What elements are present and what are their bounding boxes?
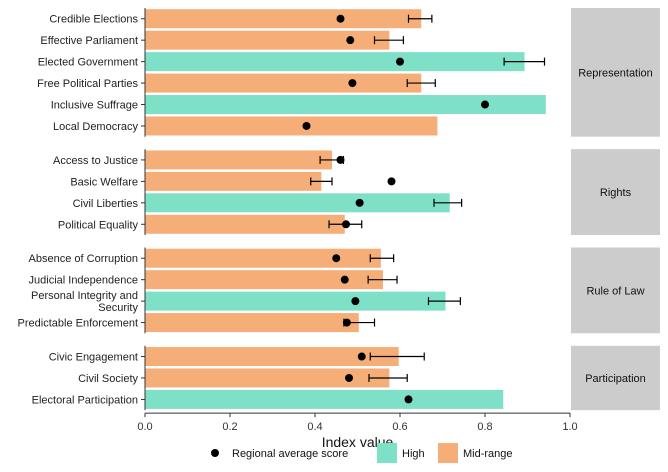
category-label-predictable-enforcement: Predictable Enforcement xyxy=(18,318,138,330)
category-label-civil-society: Civil Society xyxy=(78,373,138,385)
category-label-civil-liberties: Civil Liberties xyxy=(73,198,139,210)
category-label-local-democracy: Local Democracy xyxy=(53,121,138,133)
avg-point-effective-parliament xyxy=(346,36,355,45)
avg-point-civil-liberties xyxy=(355,198,364,207)
bar-predictable-enforcement xyxy=(145,313,359,333)
legend-label-mid-range: Mid-range xyxy=(463,448,513,460)
avg-point-political-equality xyxy=(342,220,351,229)
legend-label-high: High xyxy=(402,448,425,460)
facet-label-representation: Representation xyxy=(578,67,653,79)
avg-point-inclusive-suffrage xyxy=(481,100,489,109)
avg-point-personal-integrity-and-security xyxy=(351,297,360,306)
avg-point-civil-society xyxy=(345,373,353,382)
bar-local-democracy xyxy=(145,116,438,136)
bar-free-political-parties xyxy=(145,73,422,93)
category-label-personal-integrity-and-security: Personal Integrity and Security xyxy=(31,290,139,314)
category-label-access-to-justice: Access to Justice xyxy=(53,155,138,167)
category-label-electoral-participation: Electoral Participation xyxy=(32,394,138,406)
facet-strip-representation xyxy=(571,8,660,137)
x-tick-label-1: 0.2 xyxy=(222,421,237,433)
x-axis-title: Index value xyxy=(322,434,394,450)
bar-basic-welfare xyxy=(145,171,322,191)
bar-civil-liberties xyxy=(145,193,450,213)
bar-effective-parliament xyxy=(145,30,390,50)
x-tick-label-5: 1.0 xyxy=(562,421,577,433)
x-tick-label-3: 0.6 xyxy=(392,421,407,433)
category-label-absence-of-corruption: Absence of Corruption xyxy=(29,253,138,265)
bar-absence-of-corruption xyxy=(145,248,381,268)
bar-inclusive-suffrage xyxy=(145,95,546,115)
avg-point-electoral-participation xyxy=(404,395,413,404)
avg-point-absence-of-corruption xyxy=(332,254,341,263)
bar-elected-government xyxy=(145,52,525,72)
category-label-elected-government: Elected Government xyxy=(38,57,138,69)
legend-dot-icon xyxy=(211,449,219,457)
category-label-credible-elections: Credible Elections xyxy=(49,14,138,26)
category-label-basic-welfare: Basic Welfare xyxy=(70,176,138,188)
legend-swatch-mid-range xyxy=(438,443,458,463)
avg-point-basic-welfare xyxy=(387,177,396,186)
x-tick-label-0: 0.0 xyxy=(137,421,152,433)
facet-strip-participation xyxy=(571,345,660,411)
avg-point-credible-elections xyxy=(336,14,345,23)
category-label-effective-parliament: Effective Parliament xyxy=(40,35,138,47)
facet-label-participation: Participation xyxy=(585,373,646,385)
bar-civil-society xyxy=(145,368,390,388)
legend-swatch-high xyxy=(377,443,397,463)
avg-point-predictable-enforcement xyxy=(342,318,351,327)
x-tick-label-4: 0.8 xyxy=(477,421,492,433)
avg-point-free-political-parties xyxy=(348,79,357,88)
facet-label-rights: Rights xyxy=(600,187,632,199)
bar-electoral-participation xyxy=(145,389,504,409)
category-label-judicial-independence: Judicial Independence xyxy=(29,275,138,287)
avg-point-elected-government xyxy=(396,57,404,66)
legend-label-dot: Regional average score xyxy=(232,448,348,460)
avg-point-local-democracy xyxy=(302,121,311,130)
avg-point-access-to-justice xyxy=(336,155,345,164)
avg-point-civic-engagement xyxy=(357,352,366,361)
facet-label-rule-of-law: Rule of Law xyxy=(586,285,644,297)
bar-political-equality xyxy=(145,214,345,234)
avg-point-judicial-independence xyxy=(340,275,349,284)
facet-strip-rights xyxy=(571,149,660,235)
category-label-free-political-parties: Free Political Parties xyxy=(37,78,138,90)
bar-civic-engagement xyxy=(145,347,399,367)
bar-judicial-independence xyxy=(145,270,383,290)
category-label-political-equality: Political Equality xyxy=(58,219,139,231)
category-label-civic-engagement: Civic Engagement xyxy=(49,352,138,364)
bar-personal-integrity-and-security xyxy=(145,291,446,311)
bar-access-to-justice xyxy=(145,150,332,170)
bar-credible-elections xyxy=(145,9,422,29)
category-label-inclusive-suffrage: Inclusive Suffrage xyxy=(51,100,138,112)
x-tick-label-2: 0.4 xyxy=(307,421,322,433)
facet-strip-rule-of-law xyxy=(571,247,660,334)
